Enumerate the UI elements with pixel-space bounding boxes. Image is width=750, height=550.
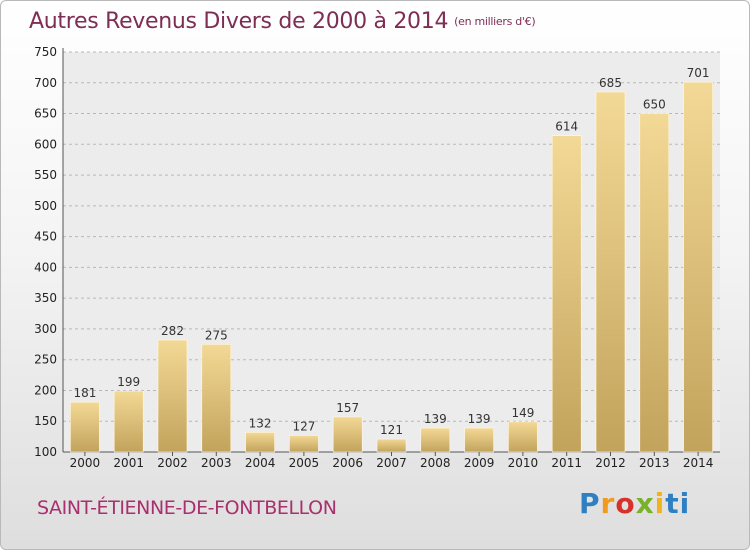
bar <box>376 438 407 453</box>
data-label: 685 <box>599 76 622 90</box>
logo-letter: P <box>579 487 601 520</box>
y-tick-label: 150 <box>34 414 57 428</box>
y-tick-label: 550 <box>34 168 57 182</box>
y-tick-label: 600 <box>34 137 57 151</box>
bar <box>245 432 275 453</box>
x-tick-label: 2011 <box>551 456 582 470</box>
bar <box>683 81 713 453</box>
x-tick-label: 2001 <box>113 456 144 470</box>
logo-letter: r <box>600 487 616 520</box>
y-tick-label: 300 <box>34 322 57 336</box>
logo-letter: i <box>654 487 666 520</box>
y-tick-label: 450 <box>34 230 57 244</box>
y-tick-label: 400 <box>34 260 57 274</box>
data-label: 701 <box>687 66 710 80</box>
bar <box>639 113 670 453</box>
x-tick-label: 2002 <box>157 456 188 470</box>
x-tick-label: 2005 <box>289 456 320 470</box>
proxiti-logo: Proxiti <box>579 487 690 520</box>
x-tick-label: 2003 <box>201 456 232 470</box>
x-tick-label: 2000 <box>70 456 101 470</box>
y-tick-label: 200 <box>34 383 57 397</box>
x-tick-label: 2007 <box>376 456 407 470</box>
data-label: 157 <box>336 401 359 415</box>
bar <box>70 401 100 453</box>
chart-title-text: Autres Revenus Divers de 2000 à 2014 <box>29 9 449 34</box>
chart-unit: (en milliers d'€) <box>454 15 536 28</box>
chart-title: Autres Revenus Divers de 2000 à 2014 (en … <box>29 9 536 34</box>
logo-letter: ti <box>665 487 691 520</box>
y-tick-label: 750 <box>34 45 57 59</box>
y-tick-label: 500 <box>34 199 57 213</box>
bar <box>289 435 319 453</box>
x-tick-label: 2006 <box>332 456 363 470</box>
data-label: 127 <box>292 419 315 433</box>
y-tick-label: 100 <box>34 445 57 459</box>
data-label: 139 <box>468 412 491 426</box>
y-tick-label: 650 <box>34 107 57 121</box>
data-label: 149 <box>511 406 534 420</box>
bar <box>508 421 538 453</box>
x-tick-label: 2012 <box>595 456 626 470</box>
x-tick-label: 2004 <box>245 456 276 470</box>
x-tick-label: 2009 <box>464 456 495 470</box>
bar <box>464 427 494 453</box>
bar <box>113 390 144 453</box>
bar <box>157 339 188 453</box>
bar <box>332 416 363 453</box>
x-tick-label: 2013 <box>639 456 670 470</box>
data-label: 181 <box>73 386 96 400</box>
y-tick-label: 700 <box>34 76 57 90</box>
bar <box>420 427 451 453</box>
data-label: 132 <box>249 416 272 430</box>
bar <box>595 91 626 453</box>
data-label: 199 <box>117 375 140 389</box>
logo-letter: x <box>635 487 655 520</box>
data-label: 650 <box>643 98 666 112</box>
y-tick-label: 350 <box>34 291 57 305</box>
data-label: 614 <box>555 120 578 134</box>
data-label: 121 <box>380 423 403 437</box>
x-tick-label: 2010 <box>508 456 539 470</box>
data-label: 139 <box>424 412 447 426</box>
data-label: 282 <box>161 324 184 338</box>
logo-letter: o <box>615 487 636 520</box>
x-tick-label: 2008 <box>420 456 451 470</box>
city-name: SAINT-ÉTIENNE-DE-FONTBELLON <box>37 497 337 519</box>
x-tick-label: 2014 <box>683 456 714 470</box>
bar <box>201 344 232 453</box>
y-tick-label: 250 <box>34 353 57 367</box>
data-label: 275 <box>205 328 228 342</box>
bar <box>551 135 582 453</box>
